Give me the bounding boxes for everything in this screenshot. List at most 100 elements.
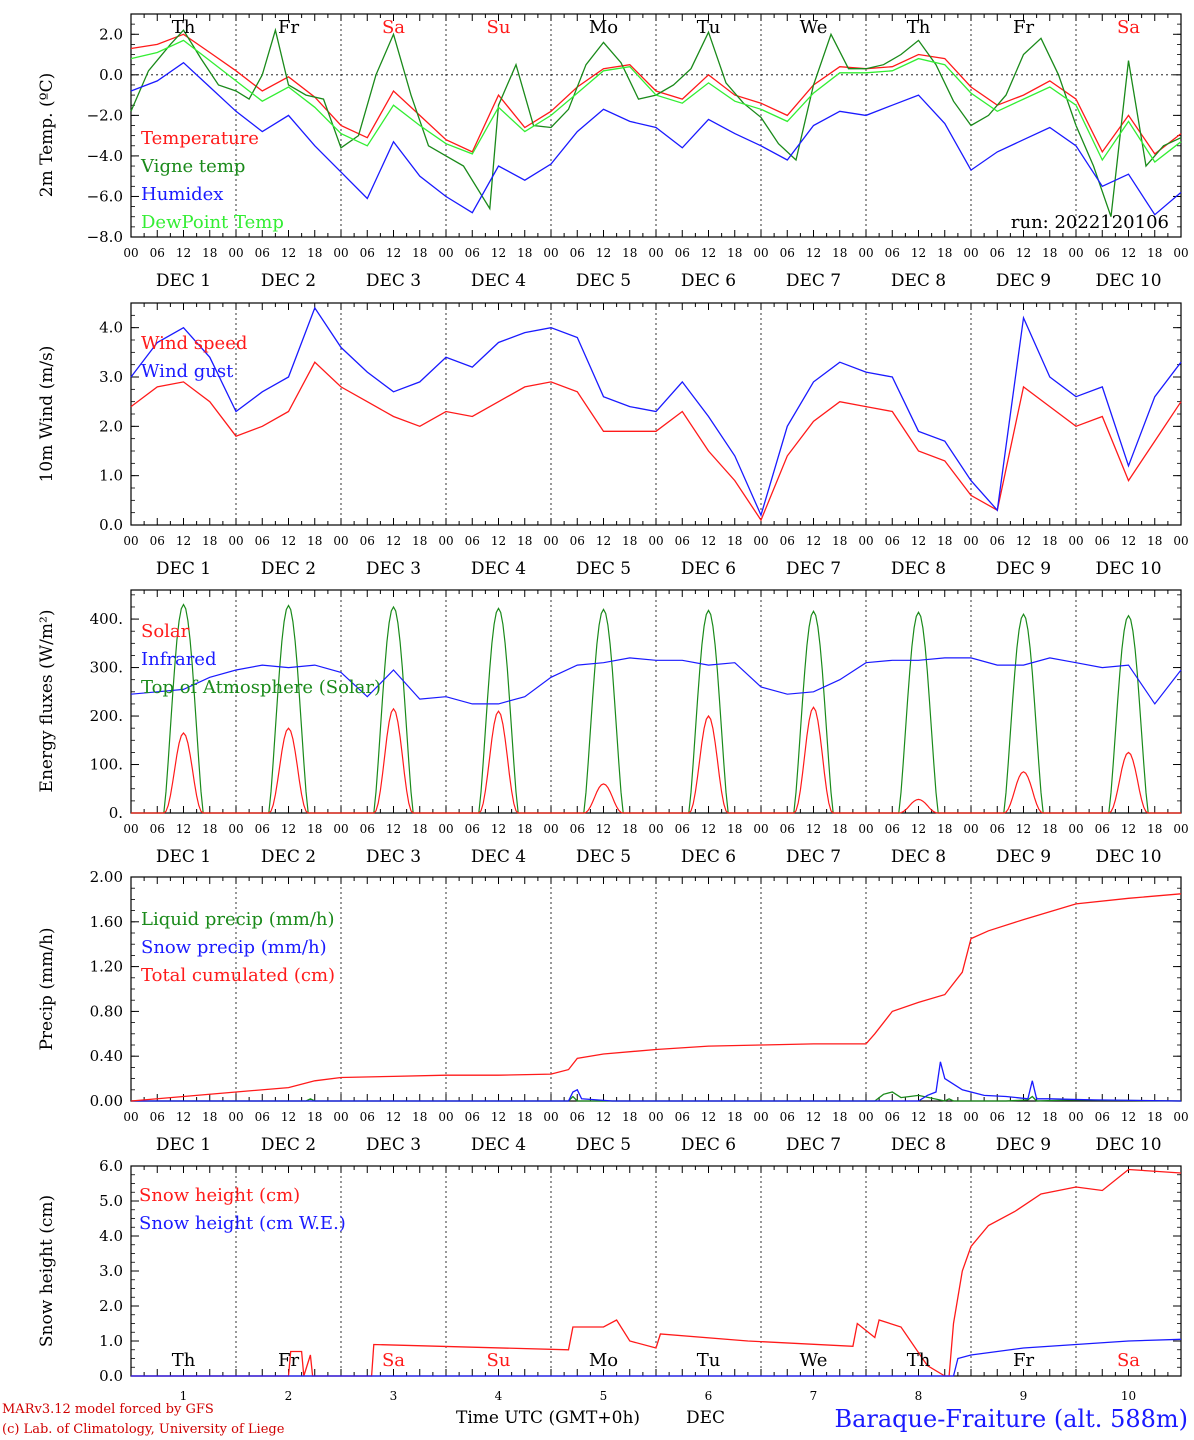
hour-tick-label: 06 <box>465 246 480 260</box>
hour-tick-label: 18 <box>937 1110 952 1124</box>
series-line-1 <box>130 27 1182 217</box>
weekday-label-bottom: Su <box>487 1350 511 1371</box>
hour-tick-label: 00 <box>753 246 768 260</box>
day-label: DEC 3 <box>366 1135 421 1155</box>
y-tick-label: 0.0 <box>99 516 123 534</box>
hour-tick-label: 06 <box>255 822 270 836</box>
hour-tick-label: 12 <box>806 822 821 836</box>
day-label: DEC 8 <box>891 271 946 291</box>
hour-tick-label: 18 <box>727 1110 742 1124</box>
legend-entry: Humidex <box>141 184 223 205</box>
hour-tick-label: 12 <box>1016 822 1031 836</box>
hour-tick-label: 18 <box>1147 246 1162 260</box>
y-tick-label: 400. <box>90 610 123 628</box>
panel-energy: 0. 100. 200. 300. 400. Energy fluxes (W/m²) So… <box>37 589 1189 867</box>
day-number: 8 <box>915 1389 923 1403</box>
hour-tick-label: 12 <box>386 1110 401 1124</box>
day-label: DEC 7 <box>786 1135 841 1155</box>
hour-tick-label: 12 <box>386 246 401 260</box>
weekday-label-bottom: Sa <box>382 1350 405 1371</box>
hour-tick-label: 12 <box>911 822 926 836</box>
hour-tick-label: 06 <box>150 1110 165 1124</box>
hour-tick-label: 12 <box>701 534 716 548</box>
hour-tick-label: 06 <box>255 1110 270 1124</box>
hour-tick-label: 06 <box>570 246 585 260</box>
hour-tick-label: 00 <box>753 822 768 836</box>
weekday-label-bottom: Sa <box>1117 1350 1140 1371</box>
day-number: 4 <box>495 1389 503 1403</box>
hour-tick-label: 12 <box>806 1110 821 1124</box>
y-tick-label: 2.0 <box>99 1297 123 1315</box>
y-axis-title: Snow height (cm) <box>37 1195 57 1347</box>
hour-tick-label: 00 <box>963 246 978 260</box>
hour-tick-label: 18 <box>412 1110 427 1124</box>
day-label: DEC 2 <box>261 847 316 867</box>
hour-tick-label: 00 <box>1068 822 1083 836</box>
weekday-label: We <box>800 17 828 38</box>
hour-tick-label: 06 <box>150 822 165 836</box>
hour-tick-label: 00 <box>1173 1110 1188 1124</box>
day-label: DEC 1 <box>156 271 211 291</box>
hour-tick-label: 18 <box>727 534 742 548</box>
hour-tick-label: 00 <box>1173 534 1188 548</box>
hour-tick-label: 18 <box>832 822 847 836</box>
hour-tick-label: 06 <box>360 534 375 548</box>
hour-tick-label: 06 <box>360 246 375 260</box>
hour-tick-label: 12 <box>491 1110 506 1124</box>
hour-tick-label: 00 <box>123 822 138 836</box>
legend-entry: Vigne temp <box>140 156 245 177</box>
hour-tick-label: 18 <box>202 246 217 260</box>
hour-tick-label: 06 <box>885 246 900 260</box>
hour-tick-label: 12 <box>491 822 506 836</box>
hour-tick-label: 18 <box>1042 822 1057 836</box>
series-line-2 <box>130 61 1182 216</box>
day-number: 3 <box>390 1389 398 1403</box>
hour-tick-label: 12 <box>1121 246 1136 260</box>
hour-tick-label: 12 <box>701 246 716 260</box>
legend-entry: Top of Atmosphere (Solar) <box>141 677 381 698</box>
legend-entry: Total cumulated (cm) <box>141 965 335 986</box>
legend-entry: Liquid precip (mm/h) <box>141 909 335 930</box>
series-line-3 <box>130 39 1182 163</box>
legend-entry: Snow precip (mm/h) <box>141 937 327 958</box>
hour-tick-label: 00 <box>438 534 453 548</box>
hour-tick-label: 00 <box>1068 534 1083 548</box>
hour-tick-label: 12 <box>596 1110 611 1124</box>
hour-tick-label: 06 <box>465 822 480 836</box>
day-label: DEC 6 <box>681 847 736 867</box>
hour-tick-label: 12 <box>386 822 401 836</box>
legend-entry: DewPoint Temp <box>141 212 284 233</box>
day-label: DEC 10 <box>1095 559 1161 579</box>
day-label: DEC 3 <box>366 847 421 867</box>
hour-tick-label: 06 <box>465 1110 480 1124</box>
hour-tick-label: 12 <box>596 534 611 548</box>
panel-precip: 0.00 0.40 0.80 1.20 1.60 2.00 Precip (mm/h) Liq… <box>37 868 1189 1155</box>
y-axis-title: Energy fluxes (W/m²) <box>37 610 57 793</box>
hour-tick-label: 18 <box>1042 534 1057 548</box>
hour-tick-label: 06 <box>990 534 1005 548</box>
day-number: 2 <box>285 1389 293 1403</box>
hour-tick-label: 12 <box>281 1110 296 1124</box>
hour-tick-label: 00 <box>228 534 243 548</box>
y-tick-label: 0.0 <box>99 66 123 84</box>
weekday-label: Th <box>172 17 196 38</box>
hour-tick-label: 12 <box>386 534 401 548</box>
hour-tick-label: 12 <box>596 822 611 836</box>
hour-tick-label: 12 <box>701 1110 716 1124</box>
hour-tick-label: 12 <box>1121 1110 1136 1124</box>
hour-tick-label: 12 <box>701 822 716 836</box>
day-label: DEC 10 <box>1095 847 1161 867</box>
day-label: DEC 6 <box>681 271 736 291</box>
y-tick-label: 1.60 <box>90 913 123 931</box>
hour-tick-label: 18 <box>937 822 952 836</box>
hour-tick-label: 18 <box>622 1110 637 1124</box>
hour-tick-label: 12 <box>176 1110 191 1124</box>
hour-tick-label: 18 <box>832 1110 847 1124</box>
panel-wind: 0.0 1.0 2.0 3.0 4.0 10m Wind (m/s) Wind speed W… <box>37 302 1189 579</box>
hour-tick-label: 18 <box>517 534 532 548</box>
hour-tick-label: 18 <box>1147 534 1162 548</box>
hour-tick-label: 00 <box>963 1110 978 1124</box>
y-tick-label: 1.0 <box>99 1332 123 1350</box>
day-label: DEC 6 <box>681 559 736 579</box>
hour-tick-label: 12 <box>911 1110 926 1124</box>
